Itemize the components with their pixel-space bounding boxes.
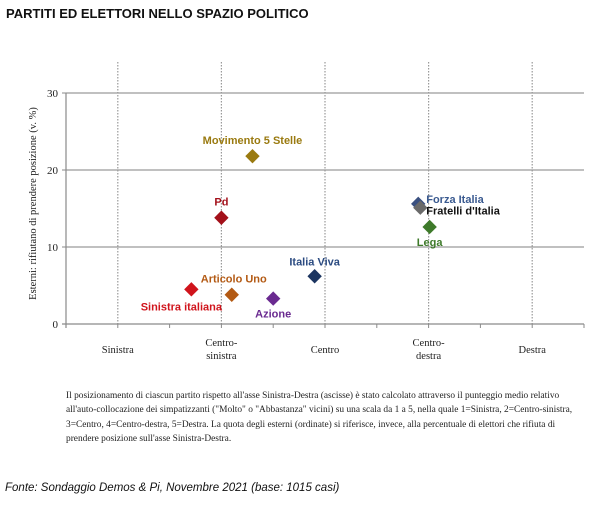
axes: 0 10 20 30 Esterni: rifiutano di prendere po…	[28, 88, 585, 362]
data-point-sinistra-italiana	[184, 282, 199, 297]
x-category-label: Destra	[518, 345, 546, 356]
data-point-pd	[214, 210, 229, 225]
x-category-label: Centro	[311, 345, 340, 356]
x-category-label: sinistra	[206, 351, 237, 362]
y-axis-label: Esterni: rifiutano di prendere posizione…	[28, 107, 39, 300]
y-tick-label: 0	[53, 319, 59, 331]
x-category-label: Sinistra	[102, 345, 134, 356]
source-caption: Fonte: Sondaggio Demos & Pi, Novembre 20…	[5, 482, 340, 494]
data-label: Lega	[417, 237, 444, 249]
data-label: Fratelli d'Italia	[426, 206, 500, 218]
data-point-articolo-uno	[224, 287, 239, 302]
y-tick-label: 10	[47, 242, 59, 254]
data-point-fratelli-d-italia	[413, 200, 428, 215]
x-category-label: Centro-	[413, 338, 446, 349]
scatter-chart: 0 10 20 30 Esterni: rifiutano di prendere po…	[28, 62, 585, 362]
data-label: Forza Italia	[426, 194, 484, 206]
grid	[66, 62, 584, 324]
data-point-lega	[422, 219, 437, 235]
y-tick-label: 20	[47, 165, 59, 177]
data-label: Azione	[255, 309, 291, 321]
data-point-movimento-5-stelle	[245, 148, 260, 164]
data-label: Italia Viva	[289, 256, 340, 268]
data-label: Pd	[214, 197, 228, 209]
data-point-azione	[266, 291, 281, 306]
chart-title: PARTITI ED ELETTORI NELLO SPAZIO POLITIC…	[6, 6, 309, 21]
x-category-label: destra	[416, 351, 441, 362]
data-label: Sinistra italiana	[141, 301, 223, 313]
data-label: Movimento 5 Stelle	[203, 135, 303, 147]
methodology-note: Il posizionamento di ciascun partito ris…	[66, 391, 573, 444]
y-tick-label: 30	[47, 88, 59, 100]
data-point-italia-viva	[307, 269, 322, 284]
x-category-label: Centro-	[205, 338, 238, 349]
data-label: Articolo Uno	[201, 274, 267, 286]
data-points	[184, 148, 437, 306]
data-labels: Movimento 5 Stelle Pd Sinistra italiana Art…	[141, 135, 501, 320]
